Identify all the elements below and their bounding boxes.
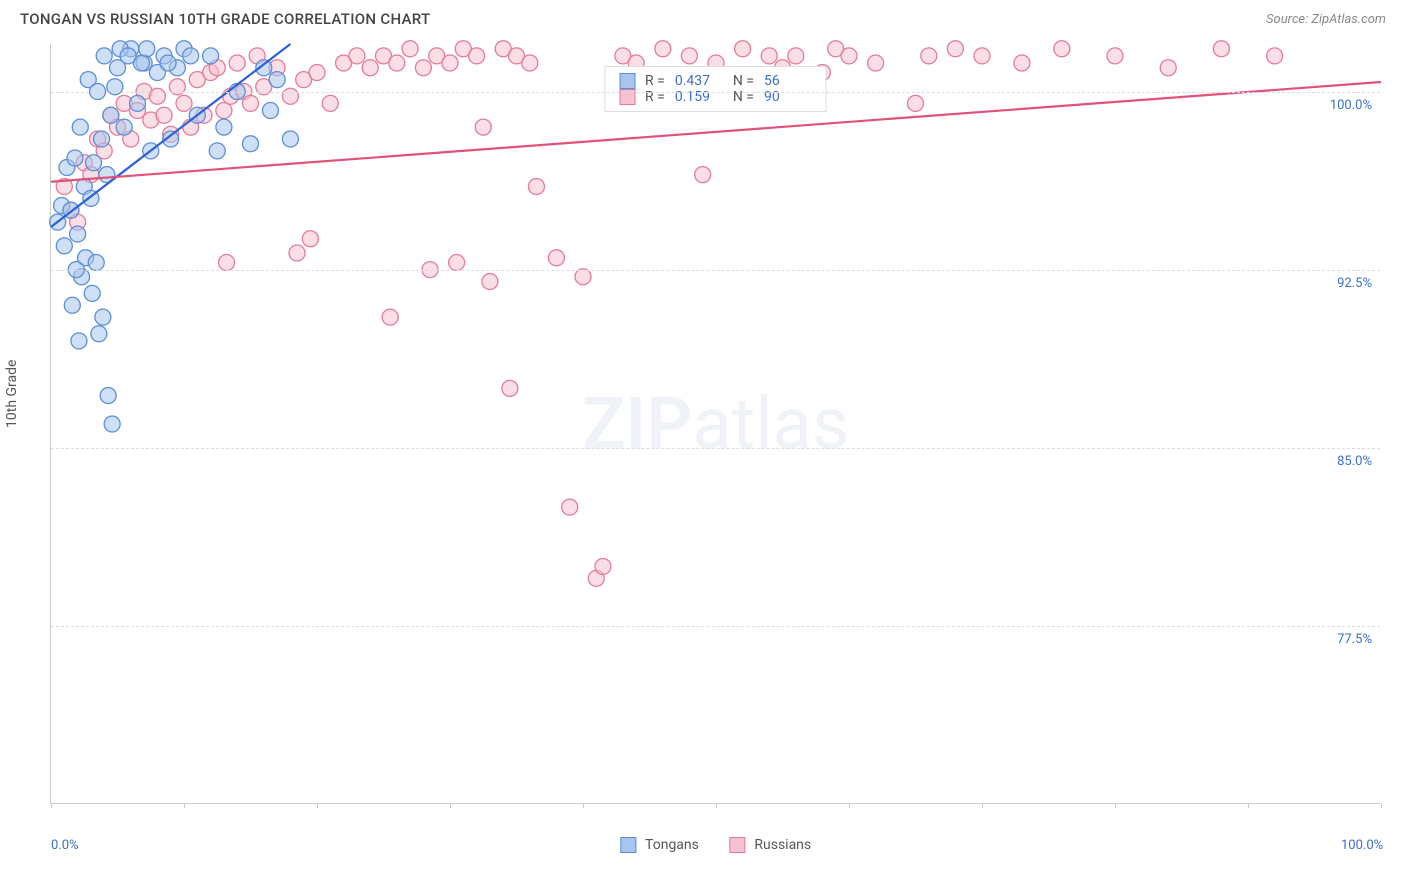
tongans-r-value: 0.437 [675, 73, 723, 89]
bottom-legend: Tongans Russians [620, 837, 811, 853]
tongans-swatch [619, 73, 635, 89]
y-tick-label: 77.5% [1337, 632, 1372, 647]
chart-title: TONGAN VS RUSSIAN 10TH GRADE CORRELATION… [20, 10, 430, 28]
x-tick-label: 0.0% [51, 838, 79, 853]
tongans-legend-swatch [620, 837, 636, 853]
n-label: N = [733, 73, 754, 89]
x-tick-label: 100.0% [1341, 838, 1383, 853]
tongans-legend-label: Tongans [645, 837, 699, 853]
russians-legend-swatch [729, 837, 745, 853]
russians-legend-label: Russians [754, 837, 811, 853]
chart-plot-area: ZIPatlas R = 0.437 N = 56 R = 0.159 N = … [50, 44, 1380, 804]
r-label: R = [645, 73, 665, 89]
y-tick-label: 100.0% [1330, 98, 1372, 113]
legend-item-russians: Russians [729, 837, 811, 853]
y-axis-label: 10th Grade [4, 360, 20, 428]
y-tick-label: 92.5% [1337, 276, 1372, 291]
scatter-svg [51, 44, 1380, 803]
stats-row-tongans: R = 0.437 N = 56 [619, 73, 812, 89]
stats-legend-box: R = 0.437 N = 56 R = 0.159 N = 90 [604, 66, 827, 112]
y-tick-label: 85.0% [1337, 454, 1372, 469]
source-attribution: Source: ZipAtlas.com [1266, 12, 1386, 27]
legend-item-tongans: Tongans [620, 837, 699, 853]
tongans-n-value: 56 [764, 73, 812, 89]
